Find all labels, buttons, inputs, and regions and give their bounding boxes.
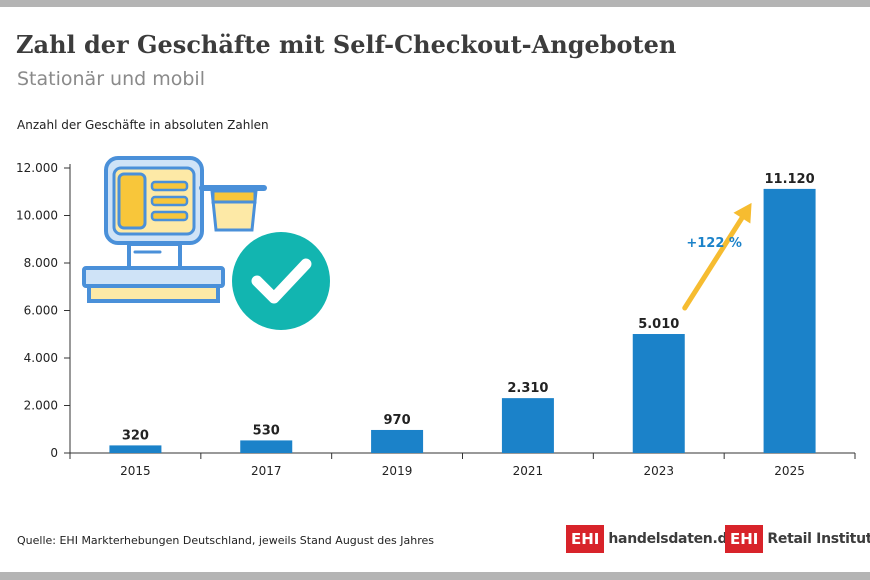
register-screen-line-2	[150, 195, 189, 207]
handelsdaten-logo-box: EHI	[566, 525, 605, 553]
chart-subtitle: Stationär und mobil	[17, 68, 205, 90]
register-screen-panel	[117, 172, 147, 230]
handelsdaten-logo: EHI handelsdaten.de	[566, 525, 737, 553]
ehi-retail-logo-box: EHI	[725, 525, 764, 553]
bars: 320 530 970 2.310 5.010 11.120	[109, 172, 816, 453]
data-label-2023: 5.010	[638, 317, 679, 332]
x-tick-label: 2025	[774, 464, 805, 478]
bar-2019	[371, 429, 424, 453]
chart-title: Zahl der Geschäfte mit Self-Checkout-Ang…	[16, 30, 677, 59]
bar-2015	[109, 445, 162, 453]
y-tick-label: 8.000	[24, 256, 58, 270]
bar-2017	[240, 440, 293, 453]
y-tick-label: 6.000	[24, 304, 58, 318]
ehi-retail-logo-text: Retail Institute	[767, 531, 870, 547]
y-tick-label: 2.000	[24, 399, 58, 413]
register-bag-top	[211, 189, 257, 204]
cash-register-icon	[82, 156, 267, 303]
handelsdaten-logo-text: handelsdaten.de	[608, 531, 737, 547]
register-stand	[127, 242, 182, 270]
bar-2025	[763, 188, 816, 453]
x-tick-label: 2017	[251, 464, 282, 478]
growth-annotation: +122 %	[682, 202, 752, 311]
data-label-2025: 11.120	[764, 172, 814, 187]
y-tick-label: 4.000	[24, 351, 58, 365]
register-counter-base	[87, 284, 220, 303]
register-counter-top	[82, 266, 225, 288]
growth-arrow-head	[733, 202, 752, 224]
y-axis-unit-label: Anzahl der Geschäfte in absoluten Zahlen	[17, 118, 269, 132]
data-label-2015: 320	[122, 428, 149, 443]
y-tick-label: 10.000	[16, 209, 58, 223]
ehi-retail-logo: EHI Retail Institute ®	[725, 525, 870, 553]
checkmark-icon	[232, 232, 330, 330]
x-tick-label: 2015	[120, 464, 151, 478]
bar-2021	[501, 398, 554, 453]
top-border	[0, 0, 870, 7]
x-tick-label: 2019	[382, 464, 413, 478]
data-label-2019: 970	[384, 413, 411, 428]
growth-arrow-line	[682, 215, 745, 311]
growth-label: +122 %	[686, 236, 742, 251]
bar-2023	[632, 334, 685, 453]
bottom-border	[0, 572, 870, 580]
checkmark-circle	[232, 232, 330, 330]
data-label-2017: 530	[253, 423, 280, 438]
x-tick-label: 2023	[643, 464, 674, 478]
chart-axes: 0 2.000 4.000 6.000 8.000 10.000 12.000 2015 201…	[16, 161, 856, 478]
register-screen-line-3	[150, 210, 189, 222]
data-label-2021: 2.310	[507, 381, 548, 396]
y-tick-label: 12.000	[16, 161, 58, 175]
checkmark-tick	[251, 258, 312, 304]
x-tick-label: 2021	[513, 464, 544, 478]
register-screen-line-1	[150, 180, 189, 192]
source-note: Quelle: EHI Markterhebungen Deutschland,…	[17, 534, 434, 547]
y-tick-label: 0	[50, 446, 58, 460]
